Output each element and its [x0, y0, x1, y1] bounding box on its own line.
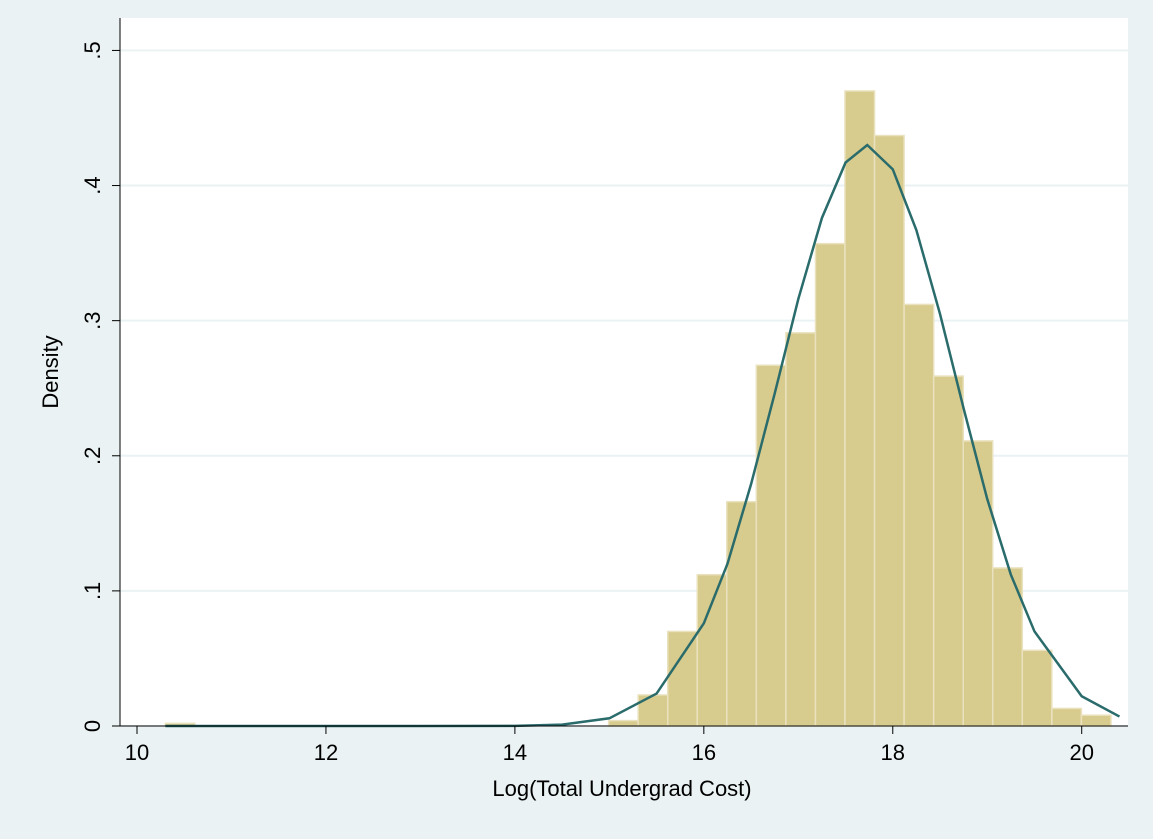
y-axis-label: Density [38, 335, 63, 408]
y-tick-label: .3 [80, 311, 105, 329]
x-tick-label: 14 [503, 740, 527, 765]
y-tick-label: .1 [80, 582, 105, 600]
y-tick-label: .5 [80, 41, 105, 59]
bar [696, 573, 728, 727]
bar [903, 303, 935, 727]
x-tick-label: 10 [125, 740, 149, 765]
x-tick-label: 16 [692, 740, 716, 765]
bar [1080, 714, 1112, 727]
x-tick-label: 12 [314, 740, 338, 765]
bar [1021, 649, 1053, 727]
bar [607, 719, 639, 727]
y-tick-label: .4 [80, 176, 105, 194]
density-curve [165, 143, 1121, 728]
x-tick-label: 18 [881, 740, 905, 765]
bar [844, 90, 876, 727]
bar [726, 500, 758, 727]
bar [1051, 707, 1083, 727]
bar [932, 375, 964, 727]
bar [873, 134, 905, 727]
bar [666, 630, 698, 727]
bar [785, 332, 817, 727]
bar [814, 242, 846, 727]
bar [962, 440, 994, 727]
y-tick-label: .2 [80, 447, 105, 465]
y-tick-label: 0 [80, 720, 105, 732]
x-axis-label: Log(Total Undergrad Cost) [492, 776, 751, 801]
bar [755, 364, 787, 727]
x-tick-label: 20 [1069, 740, 1093, 765]
